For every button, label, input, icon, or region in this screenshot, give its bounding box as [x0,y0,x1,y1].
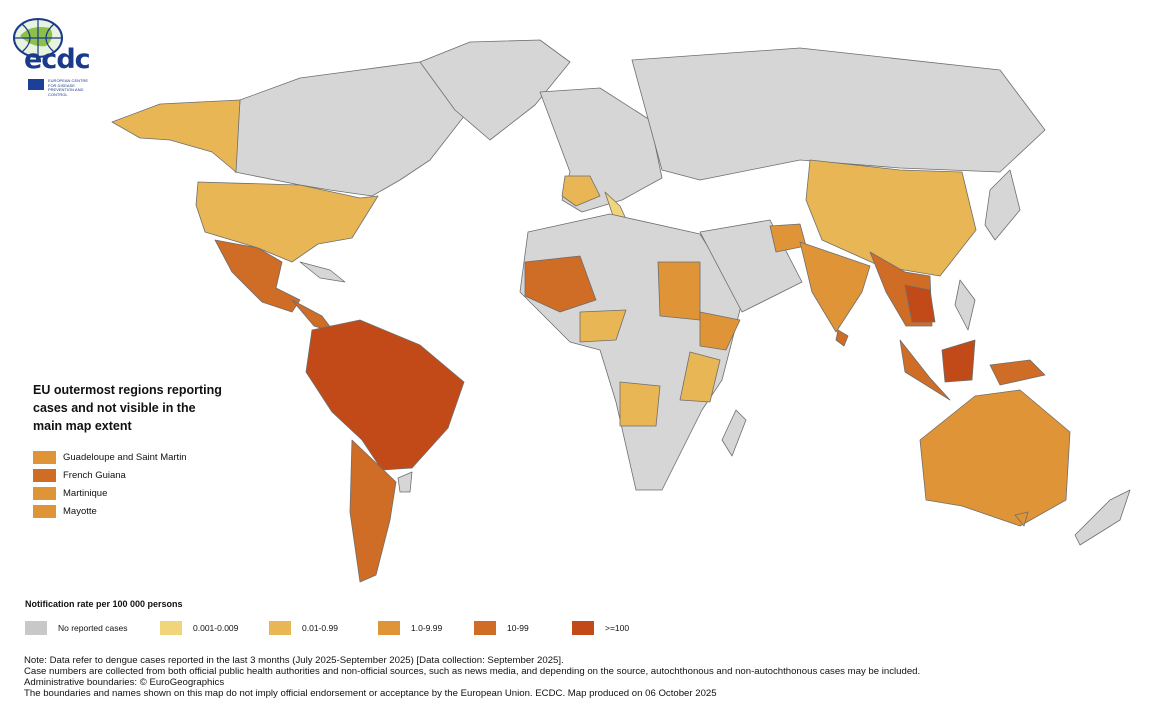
legend-item: >=100 [572,621,662,635]
legend-title: Notification rate per 100 000 persons [25,599,183,609]
map-region [519,213,743,491]
map-region [631,47,1046,181]
ecdc-logo [8,14,98,94]
map-region [305,319,465,471]
legend-item: 10-99 [474,621,572,635]
note-line: Administrative boundaries: © EuroGeograp… [24,677,225,688]
legend-label: No reported cases [58,623,128,633]
inset-label: Guadeloupe and Saint Martin [63,451,187,463]
map-region [619,381,661,427]
legend-item: 1.0-9.99 [378,621,474,635]
swatch [269,621,291,635]
map-region [989,359,1046,386]
map-region [539,87,663,213]
map-region [721,409,747,457]
map-region [799,241,871,333]
world-map [111,39,1131,583]
eu-flag-icon [28,79,44,90]
swatch [33,486,56,500]
map-region [805,159,977,277]
map-region [954,279,976,331]
inset-item: Martinique [33,484,187,502]
swatch [33,450,56,464]
swatch [474,621,496,635]
map-region [657,261,701,321]
legend-label: 1.0-9.99 [411,623,443,633]
note-line: Case numbers are collected from both off… [24,666,921,677]
legend-label: 0.001-0.009 [193,623,239,633]
swatch [33,468,56,482]
map-region [561,175,601,207]
map-region [195,181,379,263]
globe-icon [13,18,63,58]
map-region [419,39,571,141]
map-region [835,329,849,347]
inset-label: Martinique [63,487,108,499]
map-region [699,311,741,351]
map-region [899,339,951,401]
inset-item: French Guiana [33,466,187,484]
swatch [572,621,594,635]
logo-wordmark: ecdc [24,44,91,75]
rate-legend: No reported cases 0.001-0.009 0.01-0.99 … [25,621,662,635]
inset-label: French Guiana [63,469,126,481]
inset-label: Mayotte [63,505,97,517]
map-region [984,169,1021,241]
map-region [397,471,413,493]
map-region [111,99,241,173]
map-region [349,439,397,583]
map-region [1074,489,1131,546]
legend-label: 0.01-0.99 [302,623,338,633]
inset-item: Guadeloupe and Saint Martin [33,448,187,466]
map-region [919,389,1071,527]
note-line: The boundaries and names shown on this m… [24,688,717,699]
map-region [679,351,721,403]
map-region [1014,511,1029,527]
inset-title: EU outermost regions reporting cases and… [33,383,222,433]
inset-item: Mayotte [33,502,187,520]
map-region [214,239,301,313]
map-region [904,284,936,323]
map-region [524,255,597,313]
note-line: Note: Data refer to dengue cases reporte… [24,655,564,666]
legend-item: 0.01-0.99 [269,621,378,635]
swatch [378,621,400,635]
legend-label: >=100 [605,623,630,633]
logo-subtitle: EUROPEAN CENTRE FOR DISEASE PREVENTION A… [48,78,89,97]
notes: Note: Data refer to dengue cases reporte… [24,655,920,699]
inset-legend: Guadeloupe and Saint Martin French Guian… [33,448,187,520]
map-region [941,339,976,383]
map-region [769,223,807,253]
legend-item: No reported cases [25,621,160,635]
map-region [299,261,346,283]
swatch [25,621,47,635]
map-region [579,309,627,343]
swatch [160,621,182,635]
legend-label: 10-99 [507,623,529,633]
swatch [33,504,56,518]
legend-item: 0.001-0.009 [160,621,269,635]
